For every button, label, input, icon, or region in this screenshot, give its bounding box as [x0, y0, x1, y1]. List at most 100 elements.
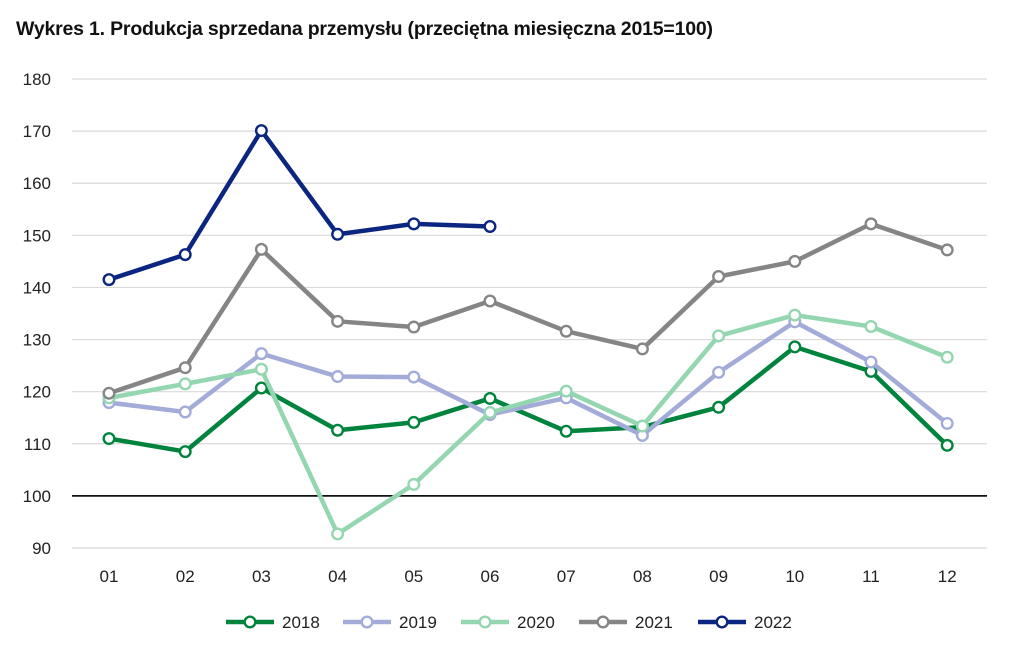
series-line-2018 — [106, 344, 950, 454]
legend-item-2022: 2022 — [698, 613, 792, 632]
data-point-2019 — [864, 355, 878, 369]
data-point-2022 — [254, 124, 268, 138]
y-tick-label: 110 — [24, 435, 51, 454]
data-point-2019 — [712, 365, 726, 379]
data-point-2021 — [483, 294, 497, 308]
data-point-2021 — [407, 320, 421, 334]
data-point-2021 — [712, 270, 726, 284]
x-tick-label: 11 — [862, 567, 880, 586]
y-tick-label: 140 — [23, 278, 51, 297]
legend-item-2019: 2019 — [343, 613, 437, 632]
series-line-2020 — [106, 312, 950, 537]
data-point-2021 — [331, 314, 345, 328]
data-point-2018 — [254, 381, 268, 395]
series-2021 — [102, 217, 954, 400]
x-tick-label: 07 — [557, 567, 576, 586]
x-tick-label: 06 — [481, 567, 500, 586]
y-tick-label: 160 — [23, 174, 51, 193]
x-tick-label: 10 — [785, 567, 804, 586]
legend-item-2018: 2018 — [226, 613, 320, 632]
data-point-2018 — [788, 340, 802, 354]
data-point-2022 — [331, 227, 345, 241]
data-point-2020 — [864, 320, 878, 334]
x-tick-label: 03 — [252, 567, 271, 586]
series-2019 — [102, 315, 954, 442]
series-2022 — [102, 124, 497, 287]
data-point-2021 — [635, 342, 649, 356]
data-point-2020 — [483, 406, 497, 420]
legend-item-2020: 2020 — [461, 613, 555, 632]
legend-swatch-marker — [596, 615, 610, 629]
data-point-2019 — [940, 416, 954, 430]
series-line-2022 — [106, 128, 493, 282]
legend-item-2021: 2021 — [579, 613, 673, 632]
data-point-2021 — [864, 217, 878, 231]
data-point-2019 — [407, 370, 421, 384]
legend-label: 2020 — [517, 613, 555, 632]
x-tick-label: 04 — [328, 567, 347, 586]
data-point-2020 — [407, 477, 421, 491]
data-point-2020 — [254, 362, 268, 376]
data-point-2022 — [178, 248, 192, 262]
data-point-2018 — [483, 391, 497, 405]
data-point-2020 — [559, 384, 573, 398]
legend-swatch-marker — [360, 615, 374, 629]
data-point-2020 — [635, 419, 649, 433]
x-tick-label: 02 — [176, 567, 195, 586]
data-point-2022 — [102, 273, 116, 287]
series-line-2019 — [106, 319, 950, 438]
y-tick-label: 130 — [23, 331, 51, 350]
data-point-2022 — [407, 217, 421, 231]
data-point-2020 — [178, 377, 192, 391]
data-point-2019 — [254, 347, 268, 361]
legend-label: 2022 — [754, 613, 792, 632]
y-tick-label: 150 — [23, 226, 51, 245]
x-tick-label: 09 — [709, 567, 728, 586]
data-point-2021 — [178, 361, 192, 375]
x-tick-label: 05 — [404, 567, 423, 586]
data-point-2018 — [712, 400, 726, 414]
legend-swatch-marker — [715, 615, 729, 629]
series-2020 — [102, 308, 954, 541]
y-tick-label: 170 — [23, 122, 51, 141]
data-point-2018 — [407, 415, 421, 429]
gridlines — [72, 78, 987, 549]
chart-title: Wykres 1. Produkcja sprzedana przemysłu … — [16, 18, 713, 40]
y-axis-tick-labels: 90 100 110 120 130 140 150 160 170 180 — [23, 70, 51, 558]
data-point-2021 — [559, 324, 573, 338]
series-lines — [102, 124, 954, 541]
data-point-2020 — [788, 308, 802, 322]
series-line-2021 — [106, 221, 950, 396]
y-tick-label: 180 — [23, 70, 51, 89]
y-tick-label: 90 — [32, 539, 51, 558]
legend-label: 2019 — [399, 613, 437, 632]
data-point-2021 — [254, 242, 268, 256]
data-point-2022 — [483, 219, 497, 233]
legend-swatch-marker — [478, 615, 492, 629]
data-point-2020 — [331, 527, 345, 541]
data-point-2020 — [712, 329, 726, 343]
legend-label: 2021 — [635, 613, 673, 632]
data-point-2018 — [559, 424, 573, 438]
data-point-2018 — [940, 438, 954, 452]
data-point-2018 — [102, 432, 116, 446]
x-tick-label: 12 — [938, 567, 957, 586]
data-point-2021 — [102, 386, 116, 400]
series-2018 — [102, 340, 954, 459]
x-tick-label: 01 — [100, 567, 119, 586]
data-point-2021 — [940, 243, 954, 257]
data-point-2018 — [331, 423, 345, 437]
data-point-2018 — [178, 445, 192, 459]
legend: 2018 2019 2020 2021 2022 — [226, 613, 792, 632]
y-tick-label: 100 — [23, 487, 51, 506]
data-point-2021 — [788, 254, 802, 268]
y-tick-label: 120 — [23, 383, 51, 402]
legend-swatch-marker — [243, 615, 257, 629]
x-axis-tick-labels: 01 02 03 04 05 06 07 08 09 10 11 12 — [100, 567, 957, 586]
data-point-2019 — [331, 370, 345, 384]
data-point-2020 — [940, 350, 954, 364]
data-point-2019 — [178, 405, 192, 419]
x-tick-label: 08 — [633, 567, 652, 586]
legend-label: 2018 — [282, 613, 320, 632]
